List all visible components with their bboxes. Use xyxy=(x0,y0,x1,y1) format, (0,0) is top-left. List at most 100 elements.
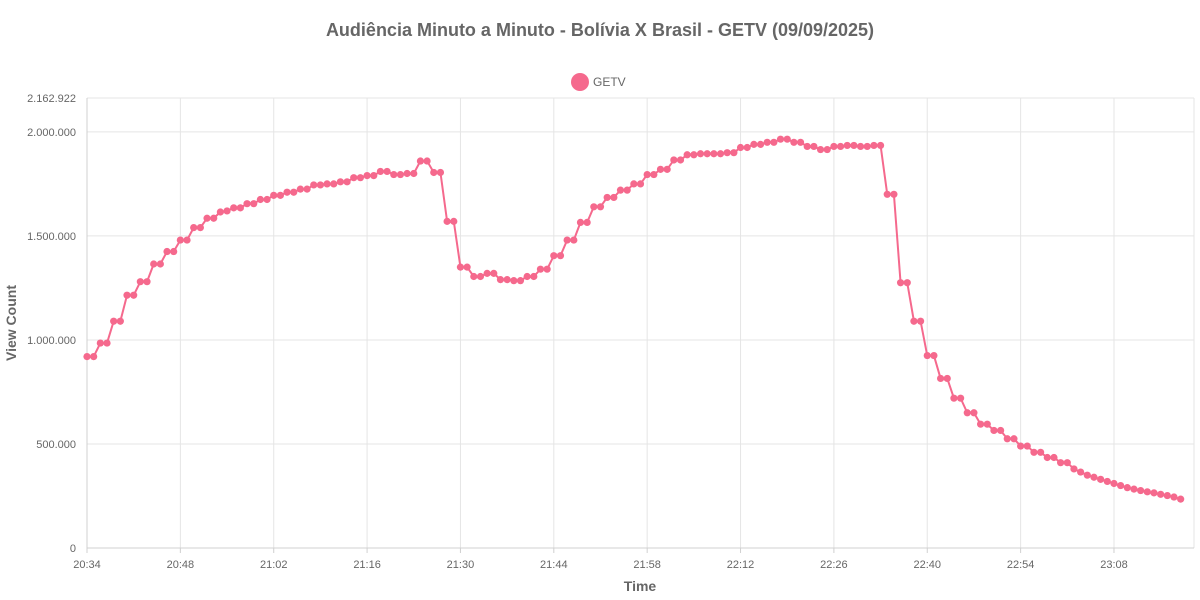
data-point[interactable] xyxy=(823,145,831,154)
data-point[interactable] xyxy=(390,170,398,179)
data-point[interactable] xyxy=(977,420,985,428)
data-point[interactable] xyxy=(636,180,645,188)
data-point[interactable] xyxy=(990,426,998,435)
data-point[interactable] xyxy=(543,265,551,273)
data-point[interactable] xyxy=(250,200,258,208)
data-point[interactable] xyxy=(203,214,211,222)
data-point[interactable] xyxy=(630,180,638,188)
data-point[interactable] xyxy=(476,272,485,281)
data-point[interactable] xyxy=(176,236,184,244)
data-point[interactable] xyxy=(410,169,418,178)
data-point[interactable] xyxy=(283,188,291,196)
data-point[interactable] xyxy=(590,203,598,211)
data-point[interactable] xyxy=(236,204,244,212)
data-point[interactable] xyxy=(156,260,164,268)
data-point[interactable] xyxy=(550,252,558,260)
data-point[interactable] xyxy=(890,190,898,198)
data-point[interactable] xyxy=(536,265,545,273)
data-point[interactable] xyxy=(530,272,538,281)
data-point[interactable] xyxy=(963,409,971,417)
data-point[interactable] xyxy=(716,150,725,158)
data-point[interactable] xyxy=(196,224,204,232)
data-point[interactable] xyxy=(736,143,745,152)
data-point[interactable] xyxy=(170,247,178,256)
data-point[interactable] xyxy=(836,142,845,151)
data-point[interactable] xyxy=(676,156,685,164)
data-point[interactable] xyxy=(450,217,458,225)
data-point[interactable] xyxy=(1063,459,1071,467)
data-point[interactable] xyxy=(830,142,838,151)
data-point[interactable] xyxy=(1070,465,1078,473)
data-point[interactable] xyxy=(463,263,471,271)
data-point[interactable] xyxy=(770,138,778,146)
data-point[interactable] xyxy=(910,317,918,325)
data-point[interactable] xyxy=(483,269,491,277)
data-point[interactable] xyxy=(936,374,945,383)
data-point[interactable] xyxy=(296,185,304,193)
data-point[interactable] xyxy=(1003,435,1011,443)
data-point[interactable] xyxy=(350,174,358,182)
data-point[interactable] xyxy=(110,317,118,325)
data-point[interactable] xyxy=(763,138,771,146)
data-point[interactable] xyxy=(90,352,98,361)
data-point[interactable] xyxy=(856,142,865,151)
data-point[interactable] xyxy=(116,317,124,325)
data-point[interactable] xyxy=(1170,493,1178,501)
data-point[interactable] xyxy=(896,279,905,287)
data-point[interactable] xyxy=(316,181,324,189)
data-point[interactable] xyxy=(916,317,925,325)
data-point[interactable] xyxy=(430,168,438,177)
data-point[interactable] xyxy=(83,352,91,361)
data-point[interactable] xyxy=(123,291,131,299)
data-point[interactable] xyxy=(970,409,978,417)
data-point[interactable] xyxy=(470,272,478,281)
data-point[interactable] xyxy=(750,140,758,148)
data-point[interactable] xyxy=(776,135,785,143)
data-point[interactable] xyxy=(596,203,605,211)
data-point[interactable] xyxy=(1143,488,1151,496)
data-point[interactable] xyxy=(376,167,385,176)
data-point[interactable] xyxy=(810,142,818,151)
data-point[interactable] xyxy=(983,420,991,428)
data-point[interactable] xyxy=(456,263,465,271)
data-point[interactable] xyxy=(643,170,651,179)
data-point[interactable] xyxy=(870,141,878,150)
data-point[interactable] xyxy=(930,351,938,360)
data-point[interactable] xyxy=(396,170,405,179)
data-point[interactable] xyxy=(756,140,765,148)
data-point[interactable] xyxy=(1050,453,1058,462)
data-point[interactable] xyxy=(723,149,731,157)
data-point[interactable] xyxy=(516,277,525,285)
data-point[interactable] xyxy=(623,186,631,194)
data-point[interactable] xyxy=(1090,473,1098,481)
data-point[interactable] xyxy=(903,279,911,287)
data-point[interactable] xyxy=(1057,459,1065,467)
data-point[interactable] xyxy=(310,181,318,189)
data-point[interactable] xyxy=(690,151,698,159)
data-point[interactable] xyxy=(150,260,158,268)
data-point[interactable] xyxy=(303,185,311,193)
data-point[interactable] xyxy=(1017,442,1025,450)
data-point[interactable] xyxy=(950,394,958,402)
data-point[interactable] xyxy=(1137,486,1145,495)
data-point[interactable] xyxy=(510,277,518,285)
data-point[interactable] xyxy=(183,236,191,244)
data-point[interactable] xyxy=(923,351,931,360)
data-point[interactable] xyxy=(570,236,578,244)
data-point[interactable] xyxy=(1163,491,1171,500)
data-point[interactable] xyxy=(210,214,218,222)
data-point[interactable] xyxy=(610,193,618,202)
data-point[interactable] xyxy=(1010,435,1018,443)
data-point[interactable] xyxy=(1083,471,1091,479)
data-point[interactable] xyxy=(1177,495,1185,503)
data-point[interactable] xyxy=(363,171,371,180)
data-point[interactable] xyxy=(790,138,798,146)
data-point[interactable] xyxy=(1157,490,1165,498)
data-point[interactable] xyxy=(616,186,625,194)
data-point[interactable] xyxy=(576,218,585,226)
data-point[interactable] xyxy=(1103,477,1111,486)
data-point[interactable] xyxy=(583,218,591,226)
data-point[interactable] xyxy=(783,135,791,143)
data-point[interactable] xyxy=(336,178,345,186)
data-point[interactable] xyxy=(370,171,378,180)
